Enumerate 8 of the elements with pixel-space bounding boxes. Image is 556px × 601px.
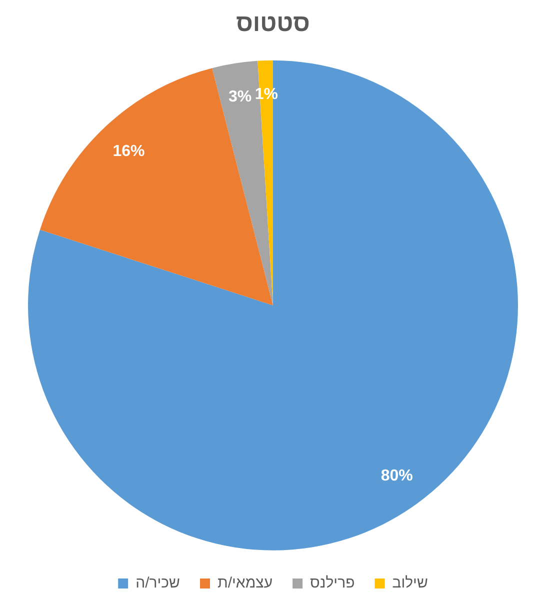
data-label: 3% <box>228 88 252 106</box>
data-label: 16% <box>112 143 145 160</box>
legend-label: פרילנס <box>310 574 355 592</box>
legend-label: שילוב <box>392 574 428 592</box>
legend-label: עצמאי/ת <box>218 574 273 592</box>
legend-label: שכיר/ה <box>136 574 180 592</box>
chart-title: סטטוס <box>236 10 310 38</box>
data-label: 80% <box>380 467 413 484</box>
